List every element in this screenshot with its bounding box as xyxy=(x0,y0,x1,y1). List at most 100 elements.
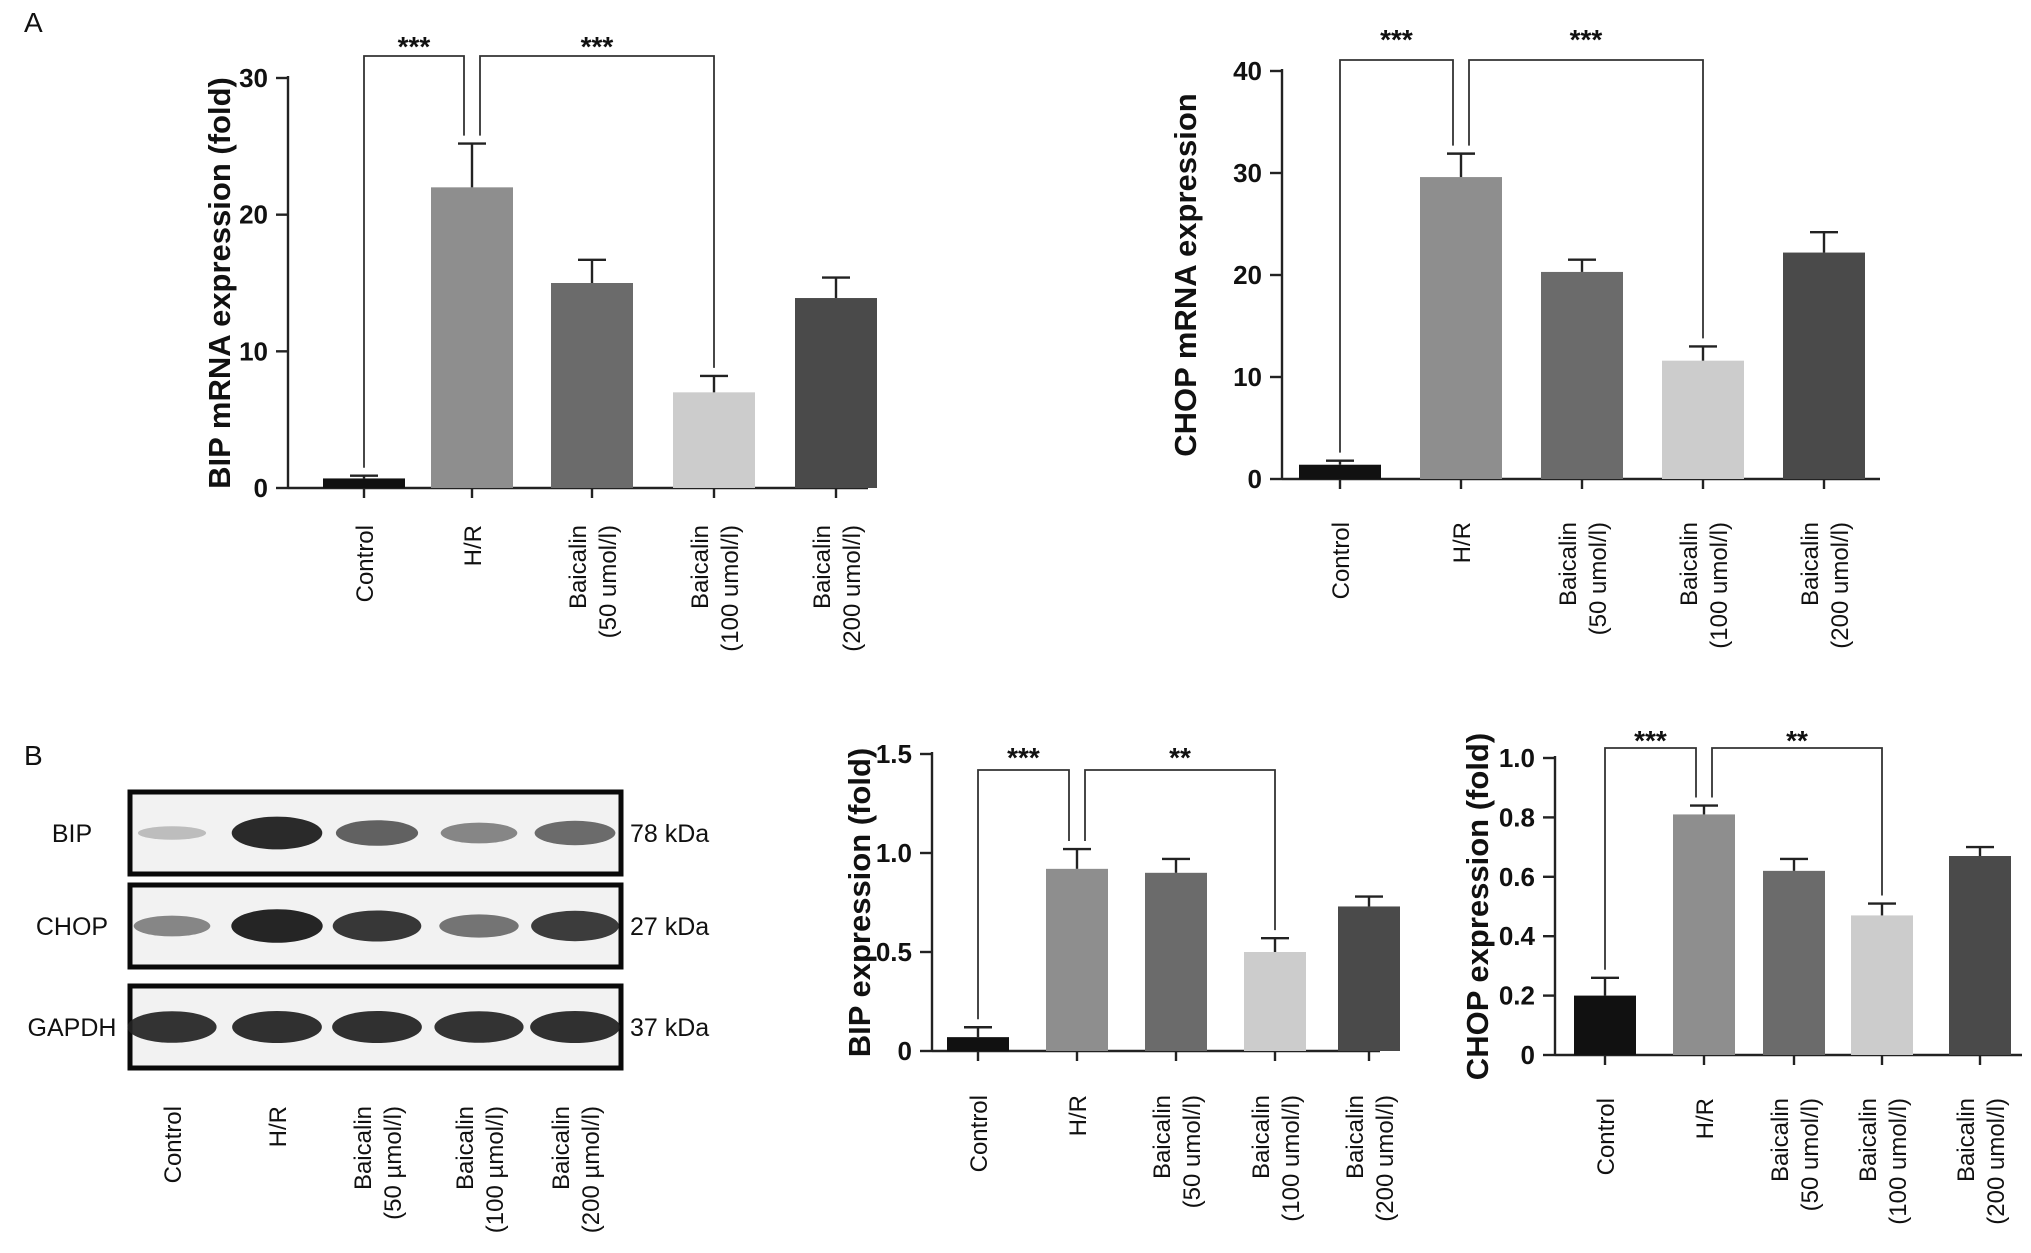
y-tick-label: 0 xyxy=(254,473,268,503)
blot-band xyxy=(231,816,323,850)
significance-bracket xyxy=(1468,59,1704,339)
y-tick-label: 0.4 xyxy=(1499,921,1536,951)
bar xyxy=(1949,856,2011,1055)
category-label: Baicalin xyxy=(565,525,592,609)
y-tick-label: 0.5 xyxy=(876,937,912,967)
significance-label: *** xyxy=(1380,24,1413,55)
blot-size-label: 27 kDa xyxy=(630,913,709,941)
y-axis-title: BIP mRNA expression (fold) xyxy=(202,77,237,489)
blot-band xyxy=(231,909,323,943)
bar xyxy=(1420,177,1502,479)
chop-mrna-chart: 0 10 20 30 40 CHOP mRNA expression Control H/R B… xyxy=(1168,24,1880,649)
y-tick-label: 10 xyxy=(1233,362,1262,392)
bar xyxy=(1299,464,1381,479)
category-label: Baicalin xyxy=(687,525,714,609)
category-label: H/R xyxy=(1065,1095,1092,1136)
y-tick-label: 40 xyxy=(1233,56,1262,86)
blot-band xyxy=(127,1011,217,1043)
blot-band xyxy=(133,915,211,937)
y-tick-label: 30 xyxy=(239,63,268,93)
category-label: Baicalin xyxy=(1855,1098,1882,1182)
bar xyxy=(1046,868,1108,1051)
y-tick-label: 1.0 xyxy=(1499,743,1535,773)
y-axis-title: BIP expression (fold) xyxy=(842,748,877,1058)
significance-bracket xyxy=(479,55,715,368)
bar xyxy=(1244,952,1306,1051)
blot-band xyxy=(232,1010,322,1044)
blot-band xyxy=(439,914,519,938)
y-tick-label: 20 xyxy=(239,200,268,230)
category-label: Baicalin xyxy=(1342,1095,1369,1179)
category-label: Baicalin xyxy=(1797,522,1824,606)
significance-bracket xyxy=(1604,747,1697,970)
significance-label: ** xyxy=(1169,742,1191,773)
blot-lane-label: (100 µmol/l) xyxy=(482,1106,509,1233)
bar xyxy=(1783,252,1865,479)
category-label: (50 umol/l) xyxy=(1585,522,1612,635)
y-tick-label: 10 xyxy=(239,336,268,366)
y-tick-label: 30 xyxy=(1233,158,1262,188)
blot-size-label: 37 kDa xyxy=(630,1014,709,1042)
category-label: Baicalin xyxy=(809,525,836,609)
y-axis-title: CHOP expression (fold) xyxy=(1460,733,1495,1080)
blot-band xyxy=(531,910,619,942)
category-label: (200 umol/l) xyxy=(839,525,866,652)
significance-label: *** xyxy=(581,31,614,62)
blot-band xyxy=(335,820,419,846)
blot-lane-label: (50 µmol/l) xyxy=(380,1106,407,1220)
blot-protein-label: BIP xyxy=(52,820,92,848)
significance-bracket xyxy=(363,55,465,468)
blot-lane-label: Baicalin xyxy=(452,1106,479,1190)
blot-protein-label: CHOP xyxy=(36,913,108,941)
category-label: Baicalin xyxy=(1555,522,1582,606)
bar xyxy=(1145,872,1207,1051)
category-label: (50 umol/l) xyxy=(595,525,622,638)
bar xyxy=(1338,906,1400,1051)
y-tick-label: 0.6 xyxy=(1499,862,1535,892)
blot-lane-label: (200 µmol/l) xyxy=(578,1106,605,1233)
blot-band xyxy=(332,910,422,942)
significance-label: *** xyxy=(1634,725,1667,756)
significance-label: *** xyxy=(1570,24,1603,55)
blot-lane-label: H/R xyxy=(265,1106,292,1147)
blot-lane-label: Control xyxy=(160,1106,187,1183)
bar xyxy=(1763,870,1825,1055)
significance-bracket xyxy=(1339,59,1454,453)
bar xyxy=(551,283,633,488)
blot-protein-label: GAPDH xyxy=(28,1014,117,1042)
category-label: Control xyxy=(352,525,379,602)
significance-label: ** xyxy=(1786,725,1808,756)
category-label: (100 umol/l) xyxy=(1885,1098,1912,1225)
bar xyxy=(947,1037,1009,1051)
category-label: (100 umol/l) xyxy=(1278,1095,1305,1222)
y-tick-label: 0 xyxy=(1521,1040,1535,1070)
significance-bracket xyxy=(977,769,1070,1020)
blot-band xyxy=(530,1010,620,1044)
significance-label: *** xyxy=(1007,742,1040,773)
category-label: Control xyxy=(1593,1098,1620,1175)
category-label: Control xyxy=(1328,522,1355,599)
bar xyxy=(1673,814,1735,1055)
category-label: (200 umol/l) xyxy=(1983,1098,2010,1225)
category-label: Baicalin xyxy=(1953,1098,1980,1182)
category-label: (100 umol/l) xyxy=(1706,522,1733,649)
panel-label-b: B xyxy=(24,740,43,771)
bar xyxy=(1851,915,1913,1055)
category-label: Control xyxy=(966,1095,993,1172)
category-label: Baicalin xyxy=(1767,1098,1794,1182)
category-label: H/R xyxy=(1692,1098,1719,1139)
western-blot: BIP 78 kDa CHOP 27 kDa GAPDH 37 kDa Control H/R… xyxy=(28,789,709,1233)
y-tick-label: 0.2 xyxy=(1499,981,1535,1011)
category-label: Baicalin xyxy=(1248,1095,1275,1179)
blot-band xyxy=(440,822,518,844)
bar xyxy=(323,478,405,488)
bar xyxy=(1574,995,1636,1055)
blot-size-label: 78 kDa xyxy=(630,820,709,848)
category-label: (200 umol/l) xyxy=(1372,1095,1399,1222)
panel-label-a: A xyxy=(24,7,43,38)
y-tick-label: 20 xyxy=(1233,260,1262,290)
bar xyxy=(673,392,755,488)
